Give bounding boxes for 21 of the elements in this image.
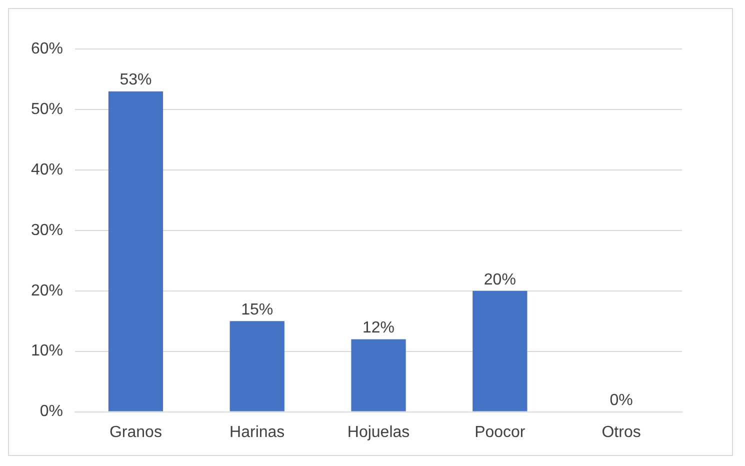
data-label: 12% — [362, 320, 395, 337]
x-tick-label: Poocor — [474, 424, 526, 441]
data-label: 20% — [484, 271, 516, 288]
bar — [351, 339, 406, 412]
x-tick-label: Hojuelas — [347, 424, 410, 441]
y-tick-label: 0% — [40, 403, 64, 420]
x-tick-label: Otros — [602, 424, 641, 441]
y-tick-label: 60% — [30, 40, 64, 58]
x-tick-label: Harinas — [230, 424, 285, 441]
x-tick-label: Granos — [109, 424, 162, 441]
y-tick-label: 10% — [30, 342, 64, 360]
y-tick-label: 30% — [30, 222, 64, 239]
bar — [472, 290, 528, 412]
bar — [108, 91, 164, 412]
data-label: 53% — [120, 72, 152, 89]
y-tick-label: 40% — [30, 161, 64, 178]
data-label: 0% — [610, 392, 633, 410]
y-tick-label: 50% — [30, 100, 64, 118]
bar — [230, 321, 284, 412]
data-label: 15% — [241, 302, 274, 319]
y-tick-label: 20% — [30, 282, 64, 300]
